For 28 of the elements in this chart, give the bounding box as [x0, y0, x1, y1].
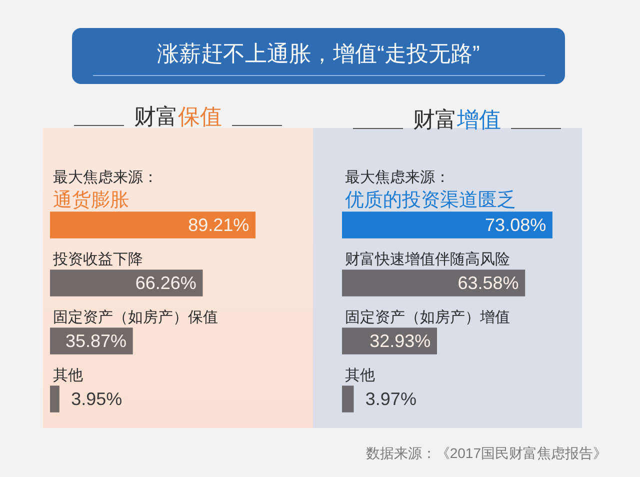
data-label: 3.97%	[365, 388, 416, 409]
data-label: 32.93%	[370, 330, 431, 351]
y-tick-label: 其他	[345, 367, 375, 384]
y-tick-label: 财富快速增值伴随高风险	[345, 251, 510, 268]
y-tick-label: 优质的投资渠道匮乏	[345, 190, 516, 211]
y-tick-label: 固定资产（如房产）增值	[345, 309, 510, 326]
bar	[342, 212, 552, 238]
bar	[50, 270, 203, 296]
y-tick-label: 投资收益下降	[52, 251, 143, 268]
data-label: 3.95%	[71, 388, 122, 409]
data-label: 35.87%	[65, 330, 126, 351]
bar	[50, 212, 256, 238]
bar	[342, 386, 354, 412]
chart-subtitle: 最大焦虑来源：	[345, 169, 450, 186]
data-label: 63.58%	[458, 272, 519, 293]
chart-title: 财富保值	[134, 104, 222, 129]
chart-subtitle: 最大焦虑来源：	[53, 169, 158, 186]
y-tick-label: 其他	[53, 367, 83, 384]
data-label: 89.21%	[188, 214, 250, 235]
chart-title: 财富增值	[413, 107, 501, 132]
data-label: 66.26%	[135, 272, 196, 293]
y-tick-label: 固定资产（如房产）保值	[53, 309, 218, 326]
source-note: 数据来源：《2017国民财富焦虑报告》	[366, 444, 607, 462]
y-tick-label: 通货膨胀	[53, 190, 129, 211]
data-label: 73.08%	[485, 214, 546, 235]
text: 涨薪赶不上通胀，增值“走投无路”	[157, 41, 480, 66]
bar	[342, 270, 526, 296]
bar	[50, 386, 60, 412]
